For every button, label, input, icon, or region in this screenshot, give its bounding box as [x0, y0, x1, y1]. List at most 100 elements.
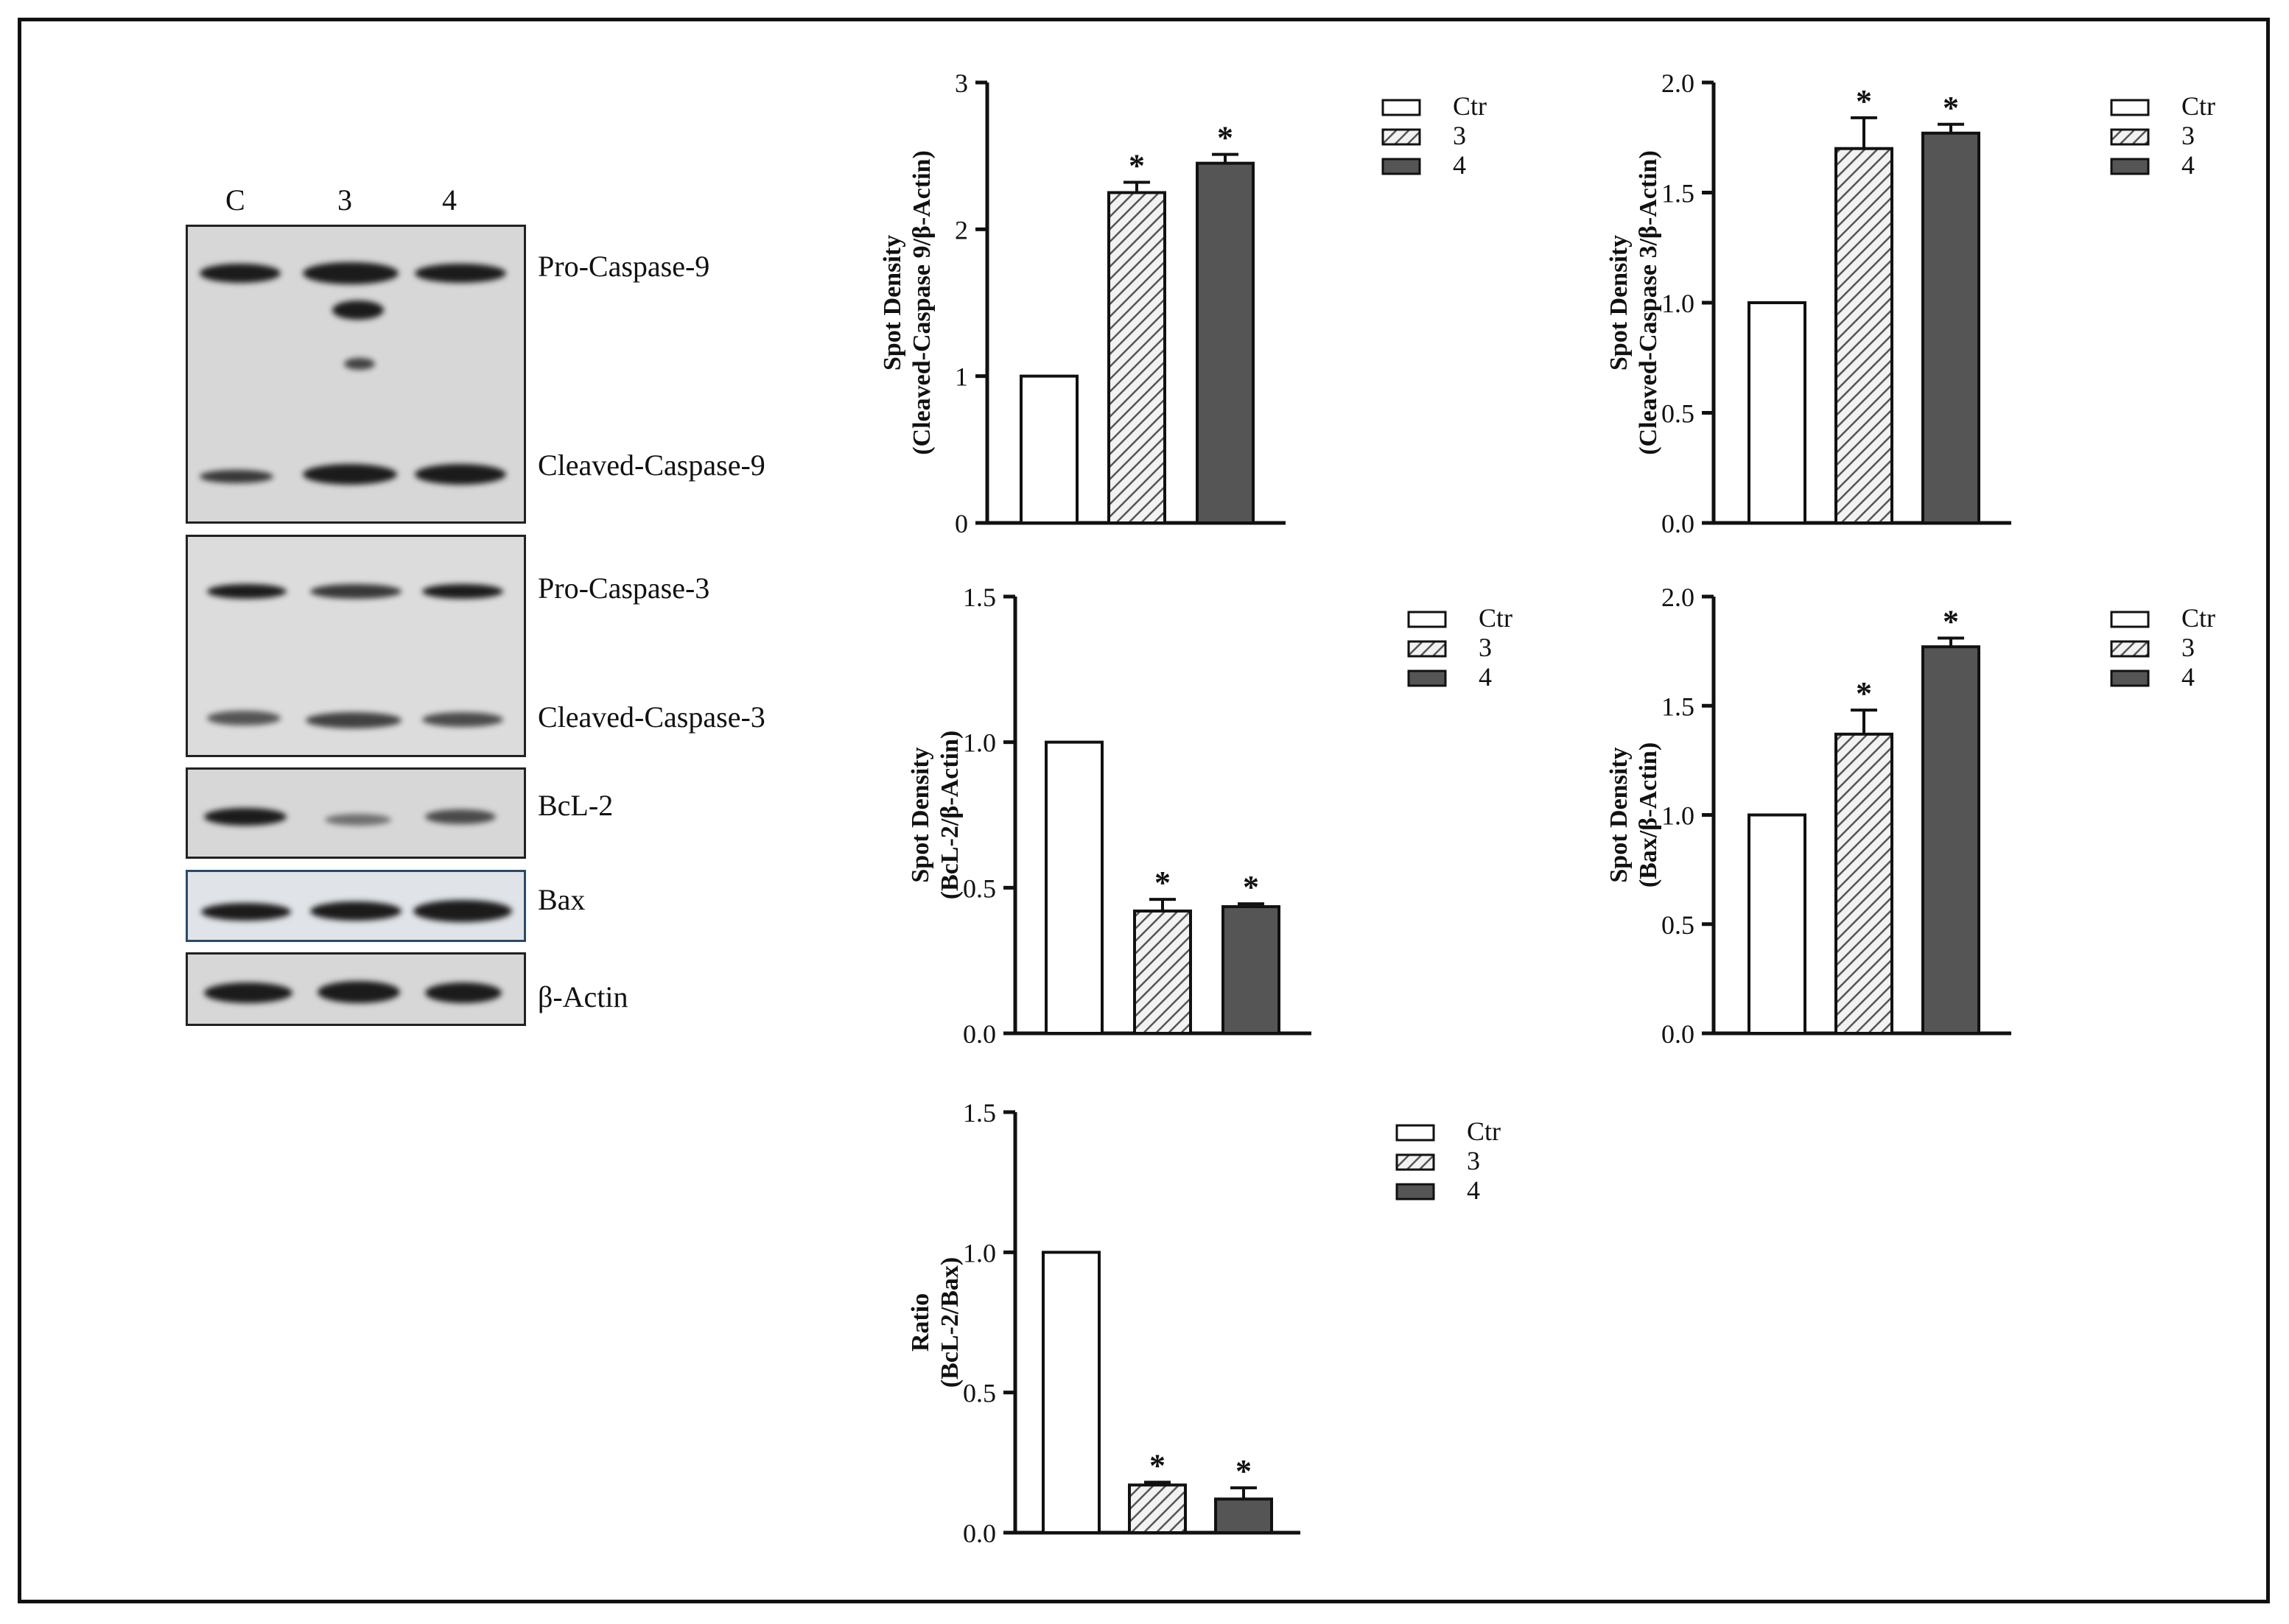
legend-swatch	[1381, 158, 1421, 175]
y-tick-label: 3	[955, 68, 968, 98]
legend-swatch	[1395, 1153, 1435, 1171]
band	[204, 983, 292, 1003]
blot-strip-caspase9	[186, 225, 526, 524]
legend-swatch	[1407, 640, 1447, 658]
y-axis-label: Spot Density	[879, 235, 906, 370]
y-axis-label-secondary: (BcL-2/β-Actin)	[936, 731, 964, 899]
legend-swatch	[2110, 158, 2150, 175]
significance-marker: *	[1129, 148, 1145, 184]
band	[306, 712, 402, 728]
y-tick-label: 0.5	[963, 1379, 996, 1408]
band	[425, 809, 496, 824]
y-tick-label: 0.0	[963, 1019, 996, 1049]
legend-label: 3	[1479, 633, 1492, 662]
significance-marker: *	[1943, 603, 1959, 639]
y-tick-label: 0.0	[963, 1519, 996, 1548]
legend-swatch	[2110, 99, 2150, 116]
y-tick-label: 1	[955, 362, 968, 392]
y-axis-label-secondary: (Cleaved-Caspase 9/β-Actin)	[908, 150, 936, 455]
band	[325, 814, 391, 826]
y-tick-label: 1.0	[963, 1238, 996, 1268]
band	[344, 358, 375, 370]
bar-4	[1921, 645, 1980, 1035]
bar-3	[1834, 732, 1893, 1035]
lane-label-3: 3	[337, 183, 352, 217]
band	[310, 901, 402, 921]
y-tick-label: 1.0	[1661, 801, 1694, 831]
band-label-cleaved-caspase-3: Cleaved-Caspase-3	[538, 700, 765, 734]
band-label-pro-caspase-9: Pro-Caspase-9	[538, 250, 710, 283]
band	[207, 584, 287, 599]
blot-strip-caspase3	[186, 535, 526, 757]
significance-marker: *	[1856, 675, 1872, 711]
significance-marker: *	[1149, 1447, 1165, 1483]
legend-label: Ctr	[1467, 1117, 1501, 1146]
y-tick-label: 2.0	[1661, 583, 1694, 612]
lane-label-4: 4	[442, 183, 457, 217]
bar-3	[1128, 1483, 1187, 1534]
legend-label: 3	[1467, 1146, 1480, 1175]
significance-marker: *	[1154, 865, 1171, 901]
legend-swatch	[1395, 1124, 1435, 1142]
legend-label: 4	[1453, 150, 1466, 180]
bar-ctr	[1042, 1251, 1101, 1535]
legend-label: 4	[2181, 150, 2195, 180]
y-tick-label: 1.5	[1661, 179, 1694, 208]
legend-label: 4	[1479, 662, 1492, 692]
band-label-pro-caspase-3: Pro-Caspase-3	[538, 572, 710, 605]
band	[303, 262, 399, 284]
legend-swatch	[1407, 611, 1447, 628]
bar-ctr	[1748, 301, 1806, 524]
legend-label: 3	[2181, 633, 2195, 662]
legend-label: 4	[1467, 1175, 1480, 1205]
band	[422, 584, 503, 599]
y-tick-label: 1.0	[963, 728, 996, 758]
figure-frame	[18, 18, 2270, 1603]
significance-marker: *	[1943, 90, 1959, 126]
legend-swatch	[2110, 128, 2150, 146]
bar-4	[1214, 1497, 1273, 1534]
band-label-cleaved-caspase-9: Cleaved-Caspase-9	[538, 449, 765, 482]
bar-3	[1834, 147, 1893, 524]
y-tick-label: 0.0	[1661, 509, 1694, 538]
y-tick-label: 0	[955, 509, 968, 538]
legend-label: 3	[2181, 121, 2195, 150]
band-label-bax: Bax	[538, 883, 586, 916]
band	[422, 712, 503, 727]
band-label-bcl2: BcL-2	[538, 789, 614, 822]
y-axis-label-secondary: (BcL-2/Bax)	[936, 1257, 964, 1388]
significance-marker: *	[1217, 120, 1233, 156]
lane-label-c: C	[225, 183, 245, 217]
band	[415, 464, 506, 485]
band	[332, 300, 384, 320]
legend-label: Ctr	[2181, 603, 2215, 633]
blot-strip-beta-actin	[186, 952, 526, 1026]
legend-label: Ctr	[1453, 91, 1487, 121]
legend-label: Ctr	[2181, 91, 2215, 121]
y-tick-label: 1.5	[1661, 692, 1694, 721]
y-axis-label: Spot Density	[907, 747, 934, 882]
legend-swatch	[1381, 128, 1421, 146]
band	[204, 808, 287, 826]
band	[425, 983, 502, 1003]
bar-ctr	[1020, 374, 1079, 524]
band-label-beta-actin: β-Actin	[538, 980, 628, 1013]
blot-strip-bax	[186, 870, 526, 942]
bar-ctr	[1748, 813, 1806, 1035]
y-tick-label: 1.5	[963, 583, 996, 612]
y-tick-label: 0.5	[1661, 910, 1694, 940]
band	[415, 264, 506, 283]
legend-swatch	[1381, 99, 1421, 116]
band	[303, 464, 397, 485]
y-axis-label: Spot Density	[1605, 747, 1633, 882]
y-tick-label: 0.5	[963, 873, 996, 903]
bar-3	[1107, 191, 1166, 524]
legend-label: 3	[1453, 121, 1466, 150]
legend-swatch	[2110, 669, 2150, 687]
y-tick-label: 1.0	[1661, 289, 1694, 318]
y-axis-label: Spot Density	[1605, 235, 1633, 370]
y-tick-label: 0.5	[1661, 399, 1694, 429]
significance-marker: *	[1243, 869, 1259, 905]
legend-swatch	[1407, 669, 1447, 687]
